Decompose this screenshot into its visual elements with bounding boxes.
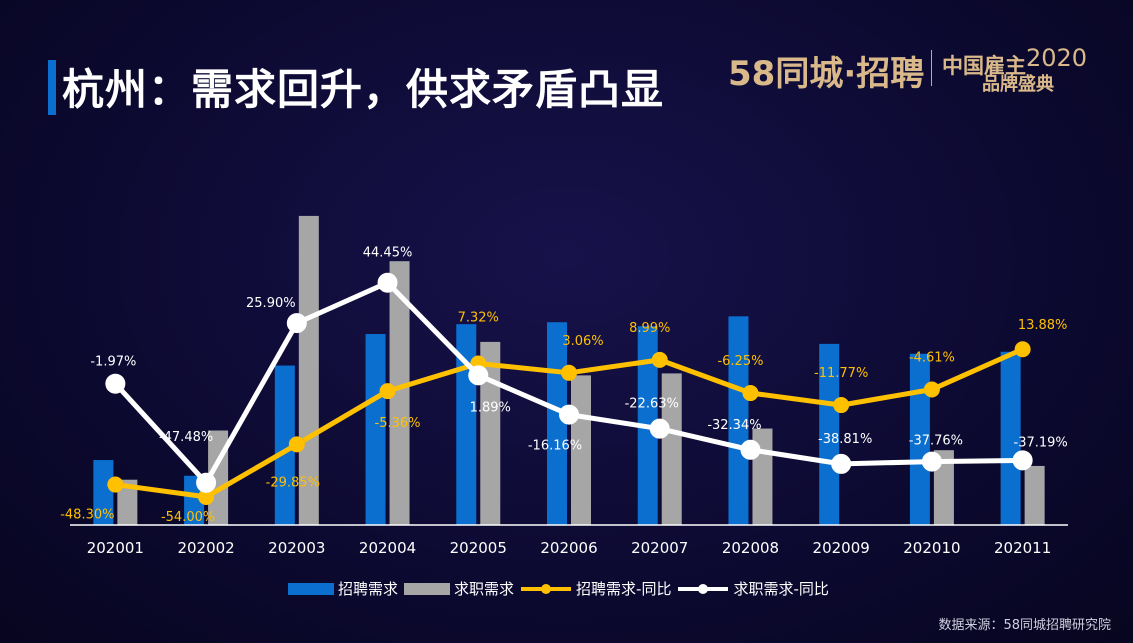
x-tick-label-202006: 202006 <box>540 539 597 557</box>
label-recruit-yoy-202009: -11.77% <box>814 366 868 381</box>
point-jobseek-yoy-202001 <box>105 373 126 394</box>
label-jobseek-yoy-202001: -1.97% <box>90 355 136 370</box>
legend-swatch-recruit-bar <box>288 582 334 595</box>
event-logo-year: 2020 <box>1026 44 1088 72</box>
bar-jobseek-202001 <box>117 479 138 525</box>
point-jobseek-yoy-202006 <box>559 404 579 425</box>
legend-label-jobseek-line: 求职需求-同比 <box>733 580 829 598</box>
legend-item-jobseek-bar: 求职需求 <box>404 578 514 599</box>
page-title: 杭州：需求回升，供求矛盾凸显 <box>62 65 665 114</box>
point-jobseek-yoy-202002 <box>196 472 217 493</box>
label-jobseek-yoy-202007: -22.63% <box>625 397 679 412</box>
point-jobseek-yoy-202007 <box>649 418 670 439</box>
label-jobseek-yoy-202009: -38.81% <box>818 432 872 447</box>
point-recruit-yoy-202001 <box>107 476 124 493</box>
point-recruit-yoy-202008 <box>742 385 759 402</box>
label-recruit-yoy-202008: -6.25% <box>717 354 763 369</box>
x-tick-label-202004: 202004 <box>359 539 416 557</box>
title-accent-bar <box>48 60 56 115</box>
label-recruit-yoy-202004: -5.36% <box>375 416 421 431</box>
bar-recruit-202010 <box>909 353 930 525</box>
point-recruit-yoy-202010 <box>923 381 940 398</box>
point-jobseek-yoy-202008 <box>740 439 761 460</box>
point-recruit-yoy-202003 <box>288 436 305 453</box>
point-recruit-yoy-202004 <box>379 383 396 400</box>
event-logo: 中国雇主 2020 品牌盛典 <box>942 44 1087 95</box>
label-jobseek-yoy-202005: 1.89% <box>470 400 511 415</box>
bar-jobseek-202010 <box>933 450 954 525</box>
x-tick-label-202008: 202008 <box>722 539 779 557</box>
x-tick-label-202010: 202010 <box>903 539 960 557</box>
legend-item-jobseek-line: 求职需求-同比 <box>677 578 829 599</box>
chart-legend: 招聘需求 求职需求 招聘需求-同比 求职需求-同比 <box>288 578 835 599</box>
label-jobseek-yoy-202010: -37.76% <box>909 434 963 449</box>
legend-label-recruit-bar: 招聘需求 <box>338 580 399 598</box>
x-tick-label-202003: 202003 <box>268 539 325 557</box>
point-recruit-yoy-202009 <box>833 397 850 414</box>
legend-swatch-jobseek-line <box>678 583 729 594</box>
label-recruit-yoy-202001: -48.30% <box>60 508 114 523</box>
legend-label-recruit-line: 招聘需求-同比 <box>576 580 672 598</box>
point-recruit-yoy-202002 <box>198 488 215 505</box>
x-tick-label-202001: 202001 <box>87 539 144 557</box>
brand-divider <box>931 50 932 86</box>
bar-recruit-202004 <box>365 334 386 525</box>
bar-recruit-202006 <box>547 322 567 525</box>
point-jobseek-yoy-202005 <box>468 365 489 386</box>
label-jobseek-yoy-202008: -32.34% <box>707 418 761 433</box>
legend-swatch-jobseek-bar <box>404 582 451 595</box>
legend-item-recruit-bar: 招聘需求 <box>288 578 398 599</box>
bar-recruit-202009 <box>819 343 840 525</box>
point-jobseek-yoy-202009 <box>831 453 852 474</box>
x-tick-label-202002: 202002 <box>177 539 234 557</box>
label-recruit-yoy-202011: 13.88% <box>1018 318 1068 333</box>
label-recruit-yoy-202006: 3.06% <box>562 334 603 349</box>
point-jobseek-yoy-202003 <box>286 313 307 334</box>
label-jobseek-yoy-202002: -47.48% <box>159 430 213 445</box>
label-jobseek-yoy-202004: 44.45% <box>363 246 413 261</box>
event-logo-line2: 品牌盛典 <box>982 74 1054 95</box>
x-tick-label-202007: 202007 <box>631 539 688 557</box>
label-recruit-yoy-202002: -54.00% <box>161 510 215 525</box>
label-jobseek-yoy-202003: 25.90% <box>246 296 296 311</box>
point-jobseek-yoy-202011 <box>1012 450 1033 471</box>
bar-recruit-202008 <box>728 316 749 525</box>
event-logo-line1: 中国雇主 <box>942 54 1026 78</box>
legend-swatch-recruit-line <box>521 583 572 594</box>
label-jobseek-yoy-202006: -16.16% <box>528 439 582 454</box>
bar-recruit-202003 <box>274 365 295 525</box>
label-recruit-yoy-202003: -29.85% <box>266 475 320 490</box>
bar-jobseek-202011 <box>1024 465 1045 525</box>
legend-item-recruit-line: 招聘需求-同比 <box>520 578 671 599</box>
x-tick-label-202009: 202009 <box>813 539 870 557</box>
bar-jobseek-202004 <box>389 261 410 525</box>
point-recruit-yoy-202006 <box>561 364 577 381</box>
label-jobseek-yoy-202011: -37.19% <box>1014 435 1068 450</box>
label-recruit-yoy-202005: 7.32% <box>458 311 499 326</box>
data-source-note: 数据来源：58同城招聘研究院 <box>938 618 1111 633</box>
point-jobseek-yoy-202004 <box>377 272 398 293</box>
label-recruit-yoy-202007: 8.99% <box>629 321 670 336</box>
brand-logo-58: 58同城·招聘 <box>728 54 925 94</box>
point-jobseek-yoy-202010 <box>921 451 942 472</box>
point-recruit-yoy-202007 <box>651 351 668 368</box>
legend-label-jobseek-bar: 求职需求 <box>454 580 515 598</box>
bar-recruit-202011 <box>1000 351 1021 525</box>
bar-jobseek-202007 <box>661 373 682 525</box>
bar-recruit-202001 <box>93 460 114 525</box>
label-recruit-yoy-202010: -4.61% <box>909 350 955 365</box>
x-tick-label-202005: 202005 <box>450 539 507 557</box>
bar-jobseek-202005 <box>480 341 501 525</box>
x-tick-label-202011: 202011 <box>994 539 1051 557</box>
point-recruit-yoy-202011 <box>1014 341 1031 358</box>
